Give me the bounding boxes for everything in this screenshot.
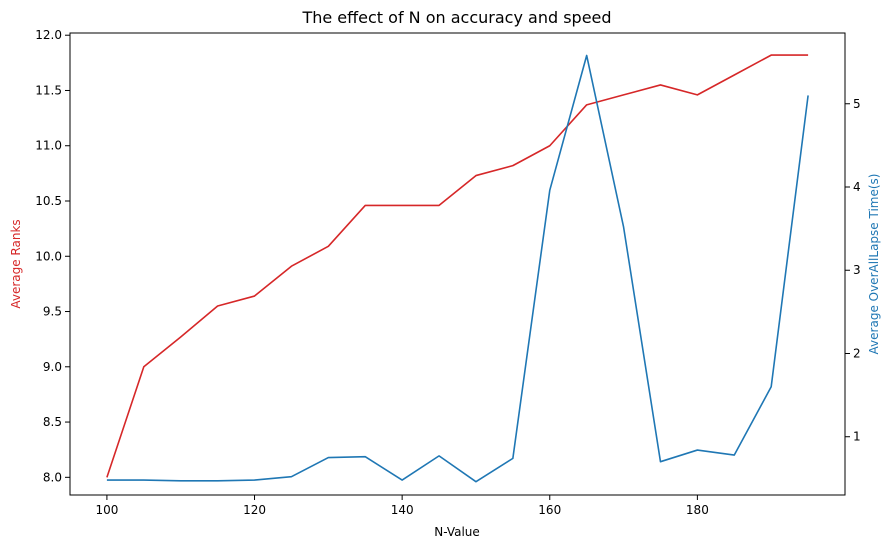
left-y-axis-label: Average Ranks — [9, 219, 23, 308]
left-y-tick-label: 9.0 — [43, 360, 62, 374]
right-y-axis: 1 2 3 4 5 — [845, 97, 861, 444]
plot-frame — [69, 32, 846, 496]
left-y-tick-label: 11.0 — [35, 139, 62, 153]
x-tick-label: 140 — [391, 503, 414, 517]
chart-title: The effect of N on accuracy and speed — [301, 8, 611, 27]
left-y-tick-label: 10.0 — [35, 249, 62, 263]
x-tick-label: 100 — [95, 503, 118, 517]
left-y-tick-label: 8.0 — [43, 470, 62, 484]
average-lapse-time-line — [106, 54, 809, 483]
right-y-tick-label: 2 — [853, 346, 861, 360]
x-axis-label: N-Value — [434, 525, 480, 539]
right-y-tick-label: 1 — [853, 430, 861, 444]
left-y-tick-label: 12.0 — [35, 28, 62, 42]
series-lines — [106, 54, 809, 483]
left-y-tick-label: 8.5 — [43, 415, 62, 429]
x-axis: 100 120 140 160 180 — [95, 495, 709, 517]
x-tick-label: 180 — [686, 503, 709, 517]
left-y-tick-label: 11.5 — [35, 83, 62, 97]
right-y-tick-label: 5 — [853, 97, 861, 111]
left-y-axis: 8.0 8.5 9.0 9.5 10.0 10.5 11.0 11.5 12.0 — [35, 28, 70, 484]
left-y-tick-label: 10.5 — [35, 194, 62, 208]
right-y-tick-label: 4 — [853, 180, 861, 194]
right-y-tick-label: 3 — [853, 263, 861, 277]
right-y-axis-label: Average OverAllLapse Time(s) — [867, 174, 881, 355]
left-y-tick-label: 9.5 — [43, 305, 62, 319]
average-ranks-line — [106, 54, 809, 478]
x-tick-label: 160 — [538, 503, 561, 517]
x-tick-label: 120 — [243, 503, 266, 517]
